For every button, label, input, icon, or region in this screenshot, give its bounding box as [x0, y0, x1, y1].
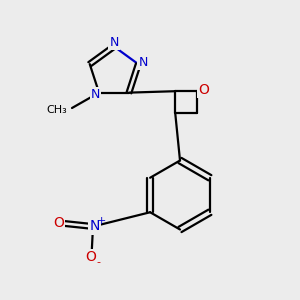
Text: O: O: [198, 83, 209, 97]
Text: CH₃: CH₃: [47, 105, 68, 115]
Text: O: O: [85, 250, 96, 264]
Text: N: N: [138, 56, 148, 69]
Text: O: O: [53, 216, 64, 230]
Text: -: -: [96, 257, 100, 267]
Text: N: N: [89, 220, 100, 233]
Text: +: +: [97, 215, 106, 226]
Text: N: N: [91, 88, 100, 100]
Text: N: N: [109, 36, 119, 50]
